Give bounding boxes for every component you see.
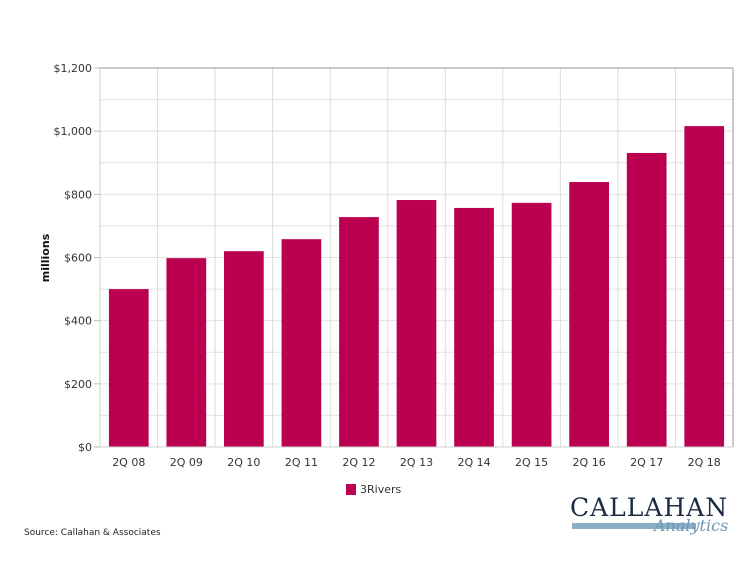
bar xyxy=(626,152,667,447)
bar xyxy=(281,239,322,447)
x-tick-label: 2Q 11 xyxy=(285,456,318,469)
x-tick-label: 2Q 13 xyxy=(400,456,433,469)
y-tick-label: $200 xyxy=(64,378,92,391)
y-tick-labels: $0 $200 $400 $600 $800 $1,000 $1,200 xyxy=(54,62,100,454)
legend-swatch xyxy=(346,484,356,495)
x-tick-label: 2Q 15 xyxy=(515,456,548,469)
bars xyxy=(108,126,725,447)
y-tick-label: $400 xyxy=(64,315,92,328)
x-tick-label: 2Q 09 xyxy=(170,456,203,469)
bar xyxy=(396,200,437,447)
x-tick-label: 2Q 16 xyxy=(573,456,606,469)
axes xyxy=(99,67,734,448)
y-axis-label: millions xyxy=(39,233,52,282)
x-tick-labels: 2Q 08 2Q 09 2Q 10 2Q 11 2Q 12 2Q 13 2Q 14 2Q 15… xyxy=(112,456,721,469)
bar-chart: $0$200$400$600$800$1,000$1,200 2Q 08 2Q 0… xyxy=(39,62,734,496)
callahan-analytics-logo: CALLAHAN Analytics xyxy=(568,494,738,544)
x-tick-label: 2Q 18 xyxy=(688,456,721,469)
bar xyxy=(511,202,552,447)
bar xyxy=(166,258,207,447)
bar xyxy=(569,182,609,447)
bar xyxy=(684,126,725,447)
x-tick-label: 2Q 10 xyxy=(227,456,260,469)
source-note: Source: Callahan & Associates xyxy=(24,528,161,538)
y-tick-label: $600 xyxy=(64,252,92,265)
y-tick-label: $1,000 xyxy=(54,125,93,138)
y-tick-label: $1,200 xyxy=(54,62,93,75)
bar xyxy=(108,289,149,447)
x-tick-label: 2Q 17 xyxy=(630,456,663,469)
legend-label: 3Rivers xyxy=(360,483,401,496)
logo-main-text: CALLAHAN xyxy=(570,493,729,522)
bar xyxy=(224,251,264,447)
bar xyxy=(339,217,379,447)
logo-sub-text: Analytics xyxy=(654,516,729,535)
bar xyxy=(454,207,494,447)
x-tick-label: 2Q 14 xyxy=(457,456,490,469)
logo-bar xyxy=(572,523,696,529)
y-tick-label: $0 xyxy=(78,441,92,454)
y-tick-label: $800 xyxy=(64,188,92,201)
legend: 3Rivers xyxy=(346,483,401,496)
x-tick-label: 2Q 08 xyxy=(112,456,145,469)
x-tick-label: 2Q 12 xyxy=(342,456,375,469)
